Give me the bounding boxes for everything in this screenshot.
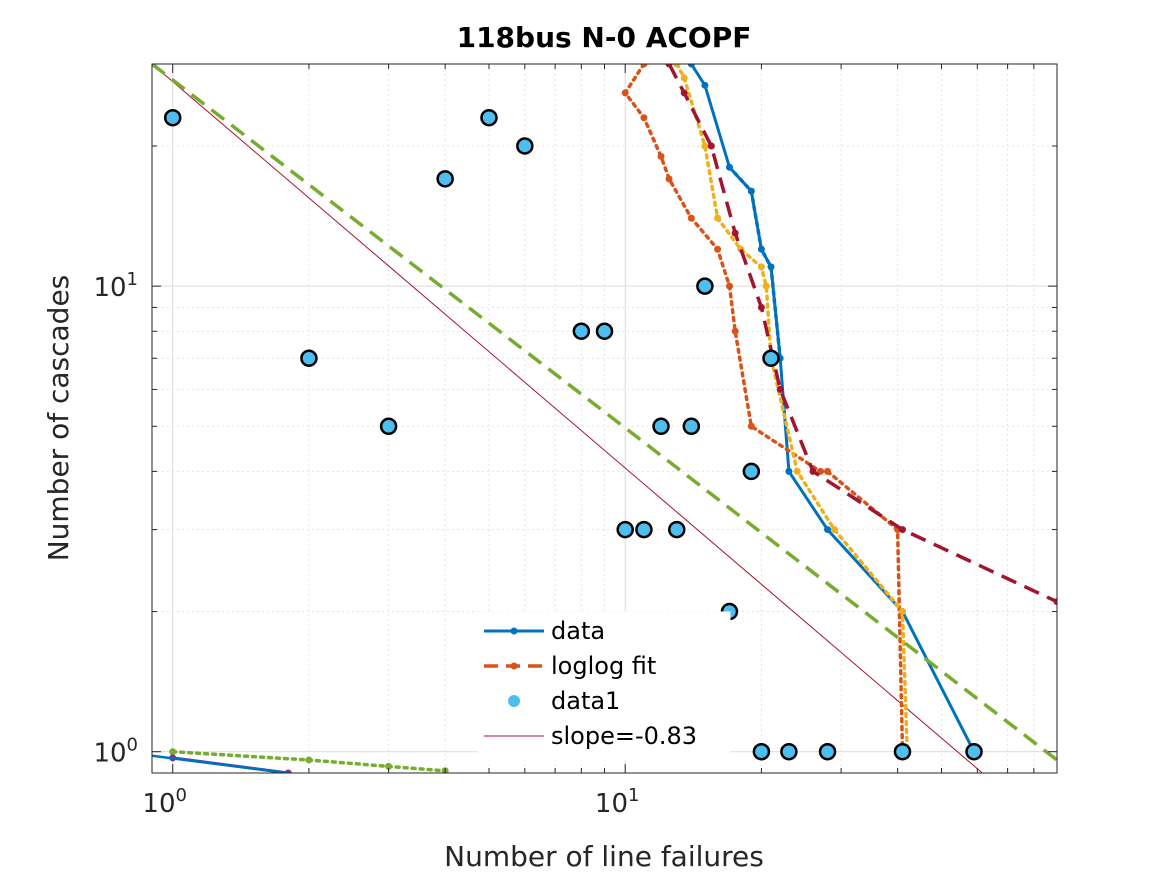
data1-marker — [818, 742, 837, 761]
series-point-2 — [725, 282, 733, 290]
y-axis-label: Number of cascades — [42, 275, 75, 562]
x-axis-label: Number of line failures — [444, 840, 764, 873]
y-tick-label: 101 — [93, 269, 138, 303]
legend-swatch-marker — [508, 695, 520, 707]
data1-marker — [668, 520, 686, 539]
data1-marker — [752, 742, 771, 761]
x-tick-label: 101 — [595, 785, 640, 819]
series-point-3 — [762, 282, 770, 290]
series-point-2 — [640, 114, 648, 122]
series-point-0 — [687, 64, 695, 68]
series-point-4 — [665, 64, 673, 68]
series-point-4 — [680, 89, 688, 97]
series-point-5 — [385, 762, 393, 770]
series-point-4 — [731, 229, 739, 237]
series-point-0 — [785, 467, 793, 475]
series-line-0 — [690, 64, 976, 753]
series-point-2 — [687, 214, 695, 222]
legend-label: slope=-0.83 — [551, 722, 697, 750]
legend-item: slope=-0.83 — [484, 722, 697, 750]
series-point-3 — [673, 64, 681, 68]
series-line-5 — [170, 749, 447, 773]
series-point-2 — [731, 327, 739, 335]
legend-item: data1 — [508, 687, 620, 715]
legend-label: loglog fit — [551, 652, 656, 680]
data1-marker — [780, 742, 798, 761]
series-line-6 — [152, 64, 1057, 762]
x-tick-label: 100 — [142, 785, 187, 819]
legend-swatch-dot — [510, 662, 518, 670]
series-point-3 — [793, 467, 801, 475]
data1-marker — [572, 322, 591, 340]
legend: data loglog fit data1 slope=-0.83 — [477, 611, 731, 761]
y-tick-label: 100 — [93, 735, 138, 769]
series-point-2 — [714, 245, 722, 253]
data1-marker — [163, 108, 182, 127]
legend-label: data — [551, 617, 605, 645]
series-point-2 — [665, 175, 673, 183]
series-point-4 — [898, 526, 906, 534]
series-point-3 — [757, 263, 765, 271]
series-point-4 — [809, 467, 817, 475]
data1-marker — [893, 742, 912, 761]
legend-item: loglog fit — [484, 652, 656, 680]
data1-marker — [762, 349, 780, 367]
data1-marker — [379, 417, 398, 436]
axis-ticks: 100 101 100 101 — [93, 63, 1058, 819]
data1-marker — [436, 170, 454, 188]
series-point-3 — [714, 214, 722, 222]
series-point-4 — [776, 385, 784, 393]
data1-marker — [652, 417, 670, 436]
series-point-0 — [824, 526, 832, 534]
chart-title: 118bus N-0 ACOPF — [457, 21, 752, 54]
series-line-8 — [152, 754, 289, 773]
series-point-0 — [701, 81, 709, 89]
legend-swatch-dot — [510, 627, 518, 635]
data1-marker — [682, 417, 701, 436]
series-point-4 — [707, 142, 715, 150]
plot-series — [152, 64, 1057, 773]
series-point-4 — [1053, 598, 1057, 606]
series-line-4 — [667, 64, 1057, 604]
data1-marker — [516, 137, 534, 155]
series-point-3 — [701, 142, 709, 150]
data1-marker — [595, 322, 614, 340]
series-point-2 — [621, 89, 629, 97]
series-point-3 — [680, 74, 688, 82]
series-line-3 — [675, 64, 909, 754]
data1-marker — [965, 742, 983, 761]
data1-marker — [300, 349, 318, 367]
legend-box — [477, 611, 731, 761]
series-line-1 — [727, 165, 782, 360]
legend-label: data1 — [551, 687, 620, 715]
series-point-3 — [898, 608, 906, 616]
series-point-2 — [747, 422, 755, 430]
data1-marker — [742, 462, 761, 481]
series-point-4 — [757, 303, 765, 311]
series-point-2 — [657, 152, 665, 160]
series-point-3 — [830, 526, 838, 534]
series-point-5 — [169, 748, 177, 756]
data1-marker — [635, 520, 653, 539]
data1-marker — [696, 277, 714, 295]
series-point-2 — [640, 64, 648, 68]
series-point-2 — [824, 467, 832, 475]
series-point-5 — [305, 756, 313, 764]
data1-marker — [480, 108, 498, 127]
data1-marker — [616, 520, 634, 539]
plot-data1-markers — [163, 108, 983, 761]
legend-item: data — [484, 617, 605, 645]
